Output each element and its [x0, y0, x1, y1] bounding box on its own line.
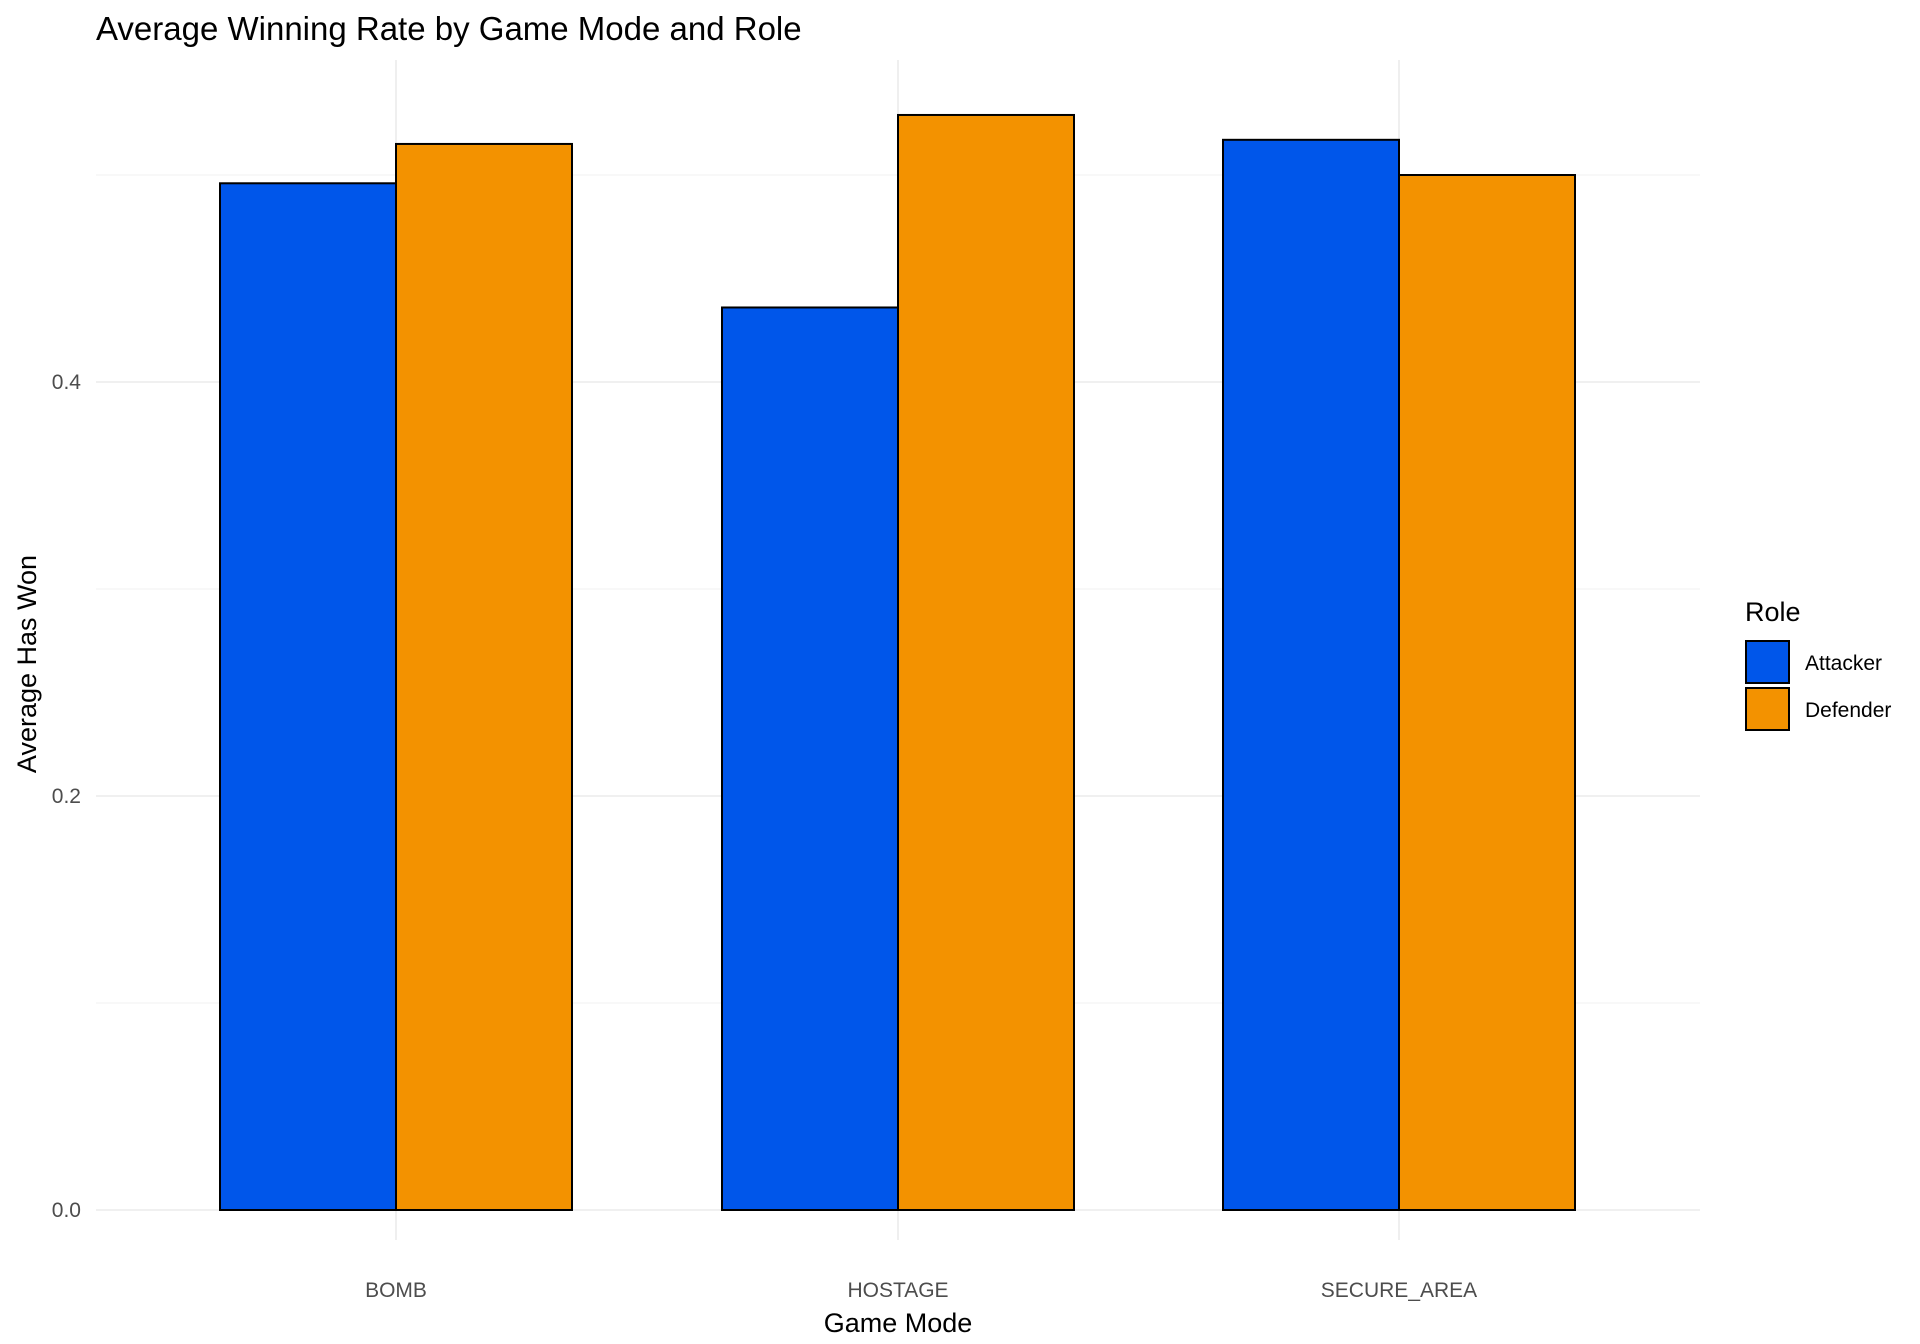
x-tick-label: HOSTAGE — [847, 1279, 948, 1302]
legend-label-attacker: Attacker — [1805, 652, 1882, 675]
x-tick-label: SECURE_AREA — [1321, 1279, 1477, 1302]
bars — [219, 113, 1576, 1212]
y-tick-label: 0.2 — [52, 785, 81, 808]
legend-key-attacker — [1745, 640, 1790, 684]
legend-label-defender: Defender — [1805, 699, 1891, 722]
x-axis-ticks: BOMB HOSTAGE SECURE_AREA — [365, 1279, 1477, 1302]
bar-defender-bomb — [395, 142, 573, 1212]
legend-title: Role — [1745, 597, 1801, 627]
bar-defender-hostage — [897, 113, 1075, 1212]
y-axis-label: Average Has Won — [12, 555, 42, 773]
legend-key-defender — [1745, 687, 1790, 731]
bar-attacker-hostage — [721, 306, 899, 1212]
bar-attacker-bomb — [219, 182, 397, 1211]
legend-items: Attacker Defender — [1745, 640, 1891, 731]
x-tick-label: BOMB — [365, 1279, 427, 1302]
y-tick-label: 0.4 — [52, 371, 82, 394]
x-axis-label: Game Mode — [824, 1308, 973, 1338]
legend: Role Attacker Defender — [1745, 597, 1891, 731]
bar-defender-secure-area — [1398, 174, 1576, 1211]
chart-title: Average Winning Rate by Game Mode and Ro… — [96, 10, 802, 47]
bar-attacker-secure-area — [1222, 138, 1400, 1211]
y-axis-ticks: 0.0 0.2 0.4 — [52, 371, 82, 1222]
y-tick-label: 0.0 — [52, 1199, 81, 1222]
